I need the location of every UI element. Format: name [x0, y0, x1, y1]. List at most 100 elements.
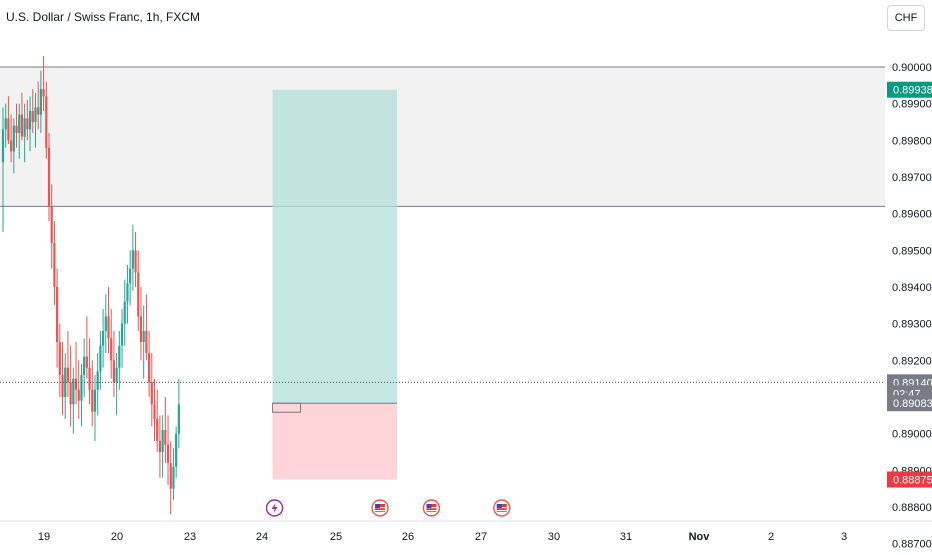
x-axis-tick-label: 24 [256, 531, 268, 543]
candle-body [47, 147, 51, 207]
price-label-text: 0.88875 [893, 475, 932, 487]
resistance-zone-layer [0, 66, 885, 207]
flag-canton [426, 504, 432, 508]
flag-stripe-white [375, 510, 386, 512]
long-position-layer[interactable] [272, 89, 397, 480]
candle-body [66, 367, 70, 383]
candle-body [123, 301, 126, 324]
candle-body [74, 378, 78, 390]
candle-body [23, 118, 26, 137]
price-label-stop [887, 471, 932, 488]
position-handle[interactable] [272, 402, 302, 413]
candle-body [61, 375, 64, 397]
y-axis-tick-label: 0.90000 [892, 62, 932, 74]
candle-body [42, 89, 45, 97]
candle-body [10, 140, 13, 152]
candle-body [115, 367, 118, 383]
candle-body [147, 353, 151, 383]
x-axis-tick-label: 23 [184, 531, 196, 543]
candle-body [120, 323, 124, 346]
candle-body [161, 430, 164, 452]
profit-zone[interactable] [272, 89, 397, 404]
price-label-target [887, 81, 932, 98]
x-axis-tick-label: 3 [841, 531, 847, 543]
x-axis-tick-label: 20 [111, 531, 123, 543]
candle-body [118, 345, 121, 368]
events-layer[interactable] [265, 499, 511, 517]
resistance-zone [0, 67, 885, 207]
candle-body [153, 404, 156, 419]
y-axis-tick-label: 0.88800 [892, 502, 932, 514]
x-axis-tick-label: 30 [548, 531, 560, 543]
candle-body [28, 111, 32, 130]
candle-body [85, 356, 88, 368]
x-axis-tick-label: 19 [38, 531, 50, 543]
candle-body [169, 463, 172, 489]
candle-body [18, 114, 21, 133]
candle-body [31, 111, 34, 122]
candle-body [20, 114, 24, 137]
candle-body [1, 129, 5, 163]
candle-body [177, 404, 180, 434]
candle-body [175, 433, 178, 467]
candle-body [91, 389, 94, 412]
price-label-text: 0.89938 [893, 85, 932, 97]
candle-body [150, 382, 153, 405]
candle-body [134, 250, 137, 273]
candle-body [99, 345, 102, 372]
candle-body [96, 371, 99, 390]
flag-stripe-white [426, 510, 437, 512]
candle-body [37, 107, 40, 115]
candle-body [15, 125, 18, 133]
flag-canton [375, 504, 381, 508]
lightning-bolt [271, 503, 278, 513]
axes-layer: 0.90000 0.89900 0.89800 0.89700 0.89600 0.895… [0, 62, 932, 551]
candle-body [64, 367, 67, 397]
x-axis-tick-label: 26 [402, 531, 414, 543]
candle-body [137, 272, 140, 317]
x-axis-tick-label: Nov [689, 531, 711, 543]
candle-body [166, 444, 170, 463]
x-axis-tick-label: 25 [330, 531, 342, 543]
x-axis-tick-label: 27 [475, 531, 487, 543]
candle-body [80, 375, 83, 401]
candle-body [26, 118, 29, 130]
candle-body [34, 107, 37, 122]
candle-body [156, 419, 159, 441]
candle-body [139, 316, 143, 342]
x-axis-tick-label: 2 [768, 531, 774, 543]
candle-body [93, 389, 97, 412]
candle-body [45, 96, 48, 148]
candle-body [58, 342, 61, 375]
flag-stripe-white [496, 510, 507, 512]
candle-body [107, 316, 110, 339]
candle-body [88, 367, 91, 390]
candle-body [56, 287, 59, 342]
y-axis-tick-label: 0.89500 [892, 245, 932, 257]
candle-body [50, 206, 53, 243]
price-label-text: 0.89083 [893, 398, 932, 410]
candle-body [164, 430, 167, 445]
candles-layer [1, 56, 180, 515]
loss-zone[interactable] [272, 403, 397, 480]
candle-body [39, 89, 42, 115]
candle-body [145, 331, 148, 353]
y-axis-tick-label: 0.89700 [892, 172, 932, 184]
candle-body [104, 316, 107, 331]
y-axis-tick-label: 0.89900 [892, 99, 932, 111]
candle-body [101, 331, 105, 346]
candle-body [131, 250, 134, 269]
candle-body [72, 378, 75, 405]
y-axis-tick-label: 0.89300 [892, 319, 932, 331]
candle-body [142, 331, 145, 342]
currency-button[interactable]: CHF [887, 5, 925, 31]
candle-body [12, 125, 15, 152]
price-label-entry [887, 395, 932, 412]
candle-body [7, 118, 10, 141]
flag-canton [496, 504, 502, 508]
candle-body [69, 382, 72, 405]
chart-title: U.S. Dollar / Swiss Franc, 1h, FXCM [6, 10, 201, 24]
